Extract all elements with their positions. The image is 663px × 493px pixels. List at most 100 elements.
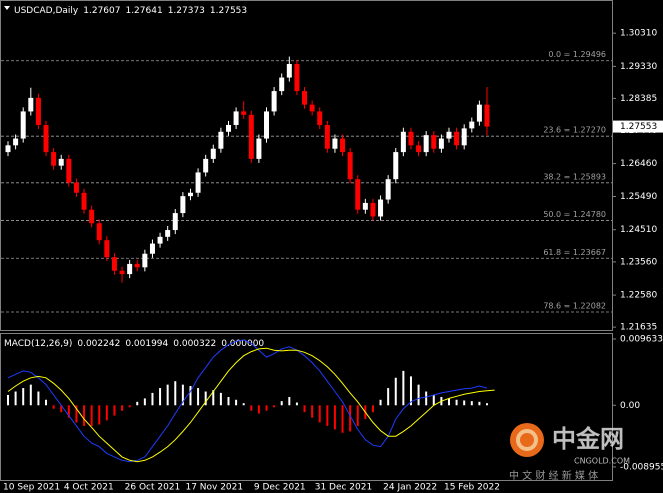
macd-bar	[379, 399, 382, 406]
macd-bar	[478, 401, 481, 406]
y-tick-label: -0.008955	[620, 462, 663, 472]
candle-body	[271, 91, 277, 112]
macd-bar	[311, 405, 314, 418]
x-tick-label: 4 Oct 2021	[64, 483, 114, 493]
macd-bar	[204, 391, 207, 406]
candle-body	[233, 111, 239, 125]
candle-body	[43, 124, 49, 153]
x-tick-label: 31 Dec 2021	[315, 483, 373, 493]
y-tick-label: 1.30310	[620, 29, 657, 39]
candle-body	[20, 111, 26, 139]
candle-body	[104, 240, 110, 258]
macd-bar	[98, 405, 101, 425]
x-tick-label: 9 Dec 2021	[254, 483, 306, 493]
macd-bar	[128, 405, 131, 408]
macd-bar	[136, 401, 139, 406]
candle-body	[187, 192, 193, 197]
macd-bar	[227, 397, 230, 406]
y-tick-label: 1.29330	[620, 62, 657, 72]
candle-body	[127, 263, 133, 275]
candle-body	[286, 63, 292, 78]
candle-body	[248, 114, 254, 159]
fib-label: 78.6 = 1.22082	[543, 301, 606, 310]
candle-body	[241, 111, 247, 115]
candle-body	[51, 152, 57, 166]
macd-bar	[295, 402, 298, 406]
macd-bar	[143, 398, 146, 406]
macd-bar	[318, 405, 321, 423]
macd-bar	[29, 384, 32, 406]
candle-body	[416, 145, 422, 153]
candle-body	[484, 104, 490, 127]
macd-bar	[235, 399, 238, 406]
candle-body	[393, 152, 399, 180]
candle-body	[66, 158, 72, 183]
candle-body	[264, 111, 270, 139]
candle-body	[355, 179, 361, 210]
x-tick-label: 10 Sep 2021	[3, 483, 60, 493]
candle-body	[165, 230, 171, 237]
candle-body	[461, 128, 467, 146]
y-tick-label: 1.23560	[620, 257, 657, 267]
macd-bar	[273, 405, 276, 408]
candle-body	[119, 270, 125, 275]
watermark-logo	[510, 423, 544, 457]
candle-body	[256, 138, 262, 159]
y-tick-label: 1.24510	[620, 225, 657, 235]
candle-body	[149, 243, 155, 254]
header-value: 1.27641	[125, 6, 162, 16]
candle-body	[111, 257, 117, 271]
y-tick-label: 1.21635	[620, 323, 657, 333]
candle-body	[309, 104, 315, 112]
candle-body	[13, 138, 19, 146]
last-price-label: 1.27553	[620, 122, 657, 132]
candle-body	[408, 131, 414, 146]
candle-body	[180, 196, 186, 214]
candle-body	[340, 138, 346, 153]
candle-body	[332, 138, 338, 149]
macd-header-value: 0.000322	[173, 339, 216, 349]
fib-label: 61.8 = 1.23667	[543, 248, 606, 257]
candle-body	[81, 192, 87, 210]
candle-body	[362, 202, 368, 210]
macd-bar	[371, 405, 374, 413]
candle-body	[431, 135, 437, 149]
candle-body	[96, 223, 102, 241]
candle-body	[210, 148, 216, 159]
panel-icon	[4, 6, 10, 10]
watermark-tagline: 中 文 财 经 新 媒 体	[509, 469, 598, 482]
watermark-site: CNGOLD.COM	[574, 457, 630, 466]
macd-panel	[0, 333, 613, 481]
candle-body	[302, 91, 308, 105]
y-tick-label: 1.22580	[620, 291, 657, 301]
macd-bar	[83, 405, 86, 426]
macd-title: MACD(12,26,9)	[4, 339, 72, 349]
candle-body	[446, 131, 452, 139]
candle-body	[294, 63, 300, 92]
candle-body	[89, 209, 95, 224]
macd-bar	[333, 405, 336, 430]
candle-body	[385, 179, 391, 200]
candle-body	[454, 131, 460, 146]
macd-bar	[105, 405, 108, 421]
macd-line	[7, 347, 495, 463]
macd-bar	[387, 388, 390, 406]
macd-bar	[75, 405, 78, 423]
macd-bar	[257, 405, 260, 414]
macd-bar	[151, 392, 154, 406]
macd-bar	[60, 405, 63, 413]
macd-bar	[447, 398, 450, 406]
y-tick-label: 1.26460	[620, 159, 657, 169]
macd-bar	[159, 388, 162, 406]
macd-header-value: 0.002242	[77, 339, 120, 349]
watermark-logo-ring	[516, 429, 538, 451]
y-tick-label: 1.25490	[620, 192, 657, 202]
macd-bar	[288, 397, 291, 406]
macd-bar	[52, 405, 55, 409]
header-value: 1.27373	[168, 6, 205, 16]
macd-bar	[219, 392, 222, 406]
fib-label: 50.0 = 1.24780	[543, 210, 606, 219]
candle-body	[438, 138, 444, 149]
candle-body	[476, 104, 482, 122]
